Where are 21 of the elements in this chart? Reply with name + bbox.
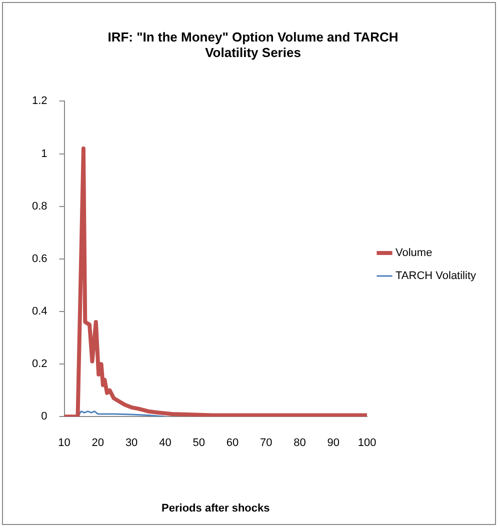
x-tick-label: 20 bbox=[92, 437, 104, 450]
y-tick-label: 0.4 bbox=[32, 306, 48, 318]
legend-label: Volume bbox=[396, 247, 432, 260]
y-tick-label: 0.2 bbox=[32, 358, 48, 370]
x-axis-title: Periods after shocks bbox=[162, 502, 270, 514]
x-tick-label: 90 bbox=[327, 437, 340, 450]
y-tick-label: 0 bbox=[41, 410, 48, 423]
x-tick-label: 10 bbox=[58, 437, 70, 450]
y-tick-label: 0.8 bbox=[32, 200, 48, 212]
x-tick-label: 70 bbox=[260, 437, 272, 450]
legend-label: TARCH Volatility bbox=[396, 270, 476, 282]
x-tick-label: 100 bbox=[358, 437, 376, 450]
x-tick-label: 80 bbox=[294, 437, 306, 450]
y-tick-label: 1.2 bbox=[32, 95, 48, 108]
chart-title: IRF: "In the Money" Option Volume and TARCH Volatility Series bbox=[108, 29, 398, 60]
x-tick-label: 50 bbox=[192, 437, 205, 450]
x-tick-label: 30 bbox=[125, 437, 138, 450]
x-tick-label: 40 bbox=[159, 437, 172, 450]
y-tick-label: 1 bbox=[41, 148, 48, 160]
y-tick-label: 0.6 bbox=[32, 252, 48, 265]
x-tick-label: 60 bbox=[226, 437, 239, 450]
